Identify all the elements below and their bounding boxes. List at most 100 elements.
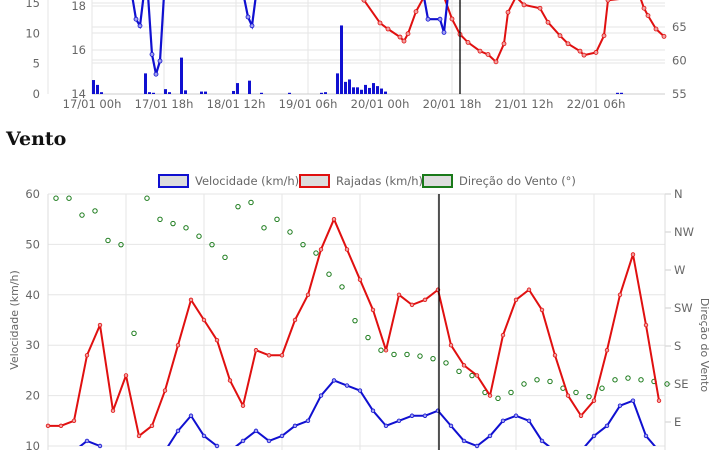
temperature-point	[437, 16, 443, 22]
precipitation-bar	[148, 92, 151, 94]
speed-point	[630, 398, 636, 403]
wind-direction-point	[66, 195, 72, 201]
y2-axis-tick: SE	[674, 377, 689, 391]
legend-item-gusts[interactable]: Rajadas (km/h)	[299, 174, 423, 188]
gusts-point	[331, 216, 337, 222]
gusts-point	[292, 317, 298, 323]
weather-chart: 17/01 00h 17/01 18h 18/01 12h 19/01 06h 20/0…	[25, 0, 687, 111]
gusts-point	[409, 302, 415, 308]
gusts-point	[552, 353, 558, 358]
wind-direction-point	[352, 317, 358, 324]
speed-point	[240, 438, 246, 444]
y-axis-tick: 10	[25, 439, 40, 450]
gusts-point	[604, 348, 610, 353]
wind-direction-point	[547, 378, 553, 385]
gusts-point	[526, 287, 532, 292]
precipitation-bar	[340, 25, 343, 94]
speed-point	[344, 383, 350, 388]
precipitation-bar	[360, 89, 363, 94]
temperature-line	[131, 0, 145, 30]
humidity-point	[605, 0, 611, 3]
speed-point	[617, 403, 623, 408]
humidity-point	[505, 9, 511, 15]
x-tick-label: 21/01 12h	[495, 97, 554, 111]
y-axis-title: Velocidade (km/h)	[8, 270, 21, 370]
right-axis-tick: 65	[672, 20, 687, 34]
wind-direction-point	[183, 225, 189, 231]
speed-point	[461, 438, 467, 444]
gusts-point	[149, 423, 155, 429]
gusts-point	[357, 277, 363, 282]
gusts-point	[656, 398, 662, 403]
temperature-point	[153, 71, 159, 77]
humidity-point	[465, 40, 471, 45]
temperature-point	[149, 52, 155, 57]
x-tick-label: 20/01 00h	[351, 97, 410, 111]
wind-direction-point	[417, 353, 423, 359]
gusts-point	[266, 353, 272, 358]
wind-direction-point	[53, 195, 59, 201]
precipitation-bar	[236, 83, 239, 94]
humidity-point	[653, 26, 659, 32]
humidity-point	[413, 9, 419, 14]
speed-line	[78, 379, 656, 446]
speed-point	[175, 428, 181, 434]
legend-item-speed[interactable]: Velocidade (km/h)	[158, 174, 299, 188]
gusts-point	[643, 322, 649, 328]
wind-direction-point	[144, 195, 150, 201]
humidity-point	[501, 41, 507, 47]
gusts-point	[539, 307, 545, 313]
temperature-point	[425, 16, 431, 22]
y2-axis-tick: SW	[674, 301, 693, 315]
wind-direction-point	[612, 377, 618, 383]
gusts-point	[383, 348, 389, 353]
wind-direction-point	[599, 385, 605, 391]
speed-point	[97, 443, 103, 449]
gusts-point	[175, 343, 181, 348]
y-axis-tick: 60	[25, 187, 40, 201]
precipitation-bar	[168, 92, 171, 94]
precipitation-bar	[200, 91, 203, 94]
y2-axis-tick: W	[674, 263, 685, 277]
speed-point	[331, 378, 337, 383]
left-axis-tick: 15	[25, 0, 40, 10]
gusts-point	[487, 393, 493, 398]
wind-direction-point	[222, 254, 228, 261]
humidity-point	[449, 16, 455, 22]
speed-point	[500, 418, 506, 423]
humidity-point	[581, 52, 587, 58]
wind-direction-point	[105, 237, 111, 244]
speed-point	[383, 423, 389, 429]
temperature-point	[441, 30, 447, 35]
wind-direction-point	[456, 368, 462, 375]
gusts-point	[58, 423, 64, 429]
temperature-point	[133, 16, 139, 22]
y-axis-tick: 40	[25, 288, 40, 302]
left-axis-tick: 5	[33, 57, 40, 71]
gusts-point	[500, 332, 506, 338]
wind-direction-point	[625, 375, 631, 381]
precipitation-bar	[616, 92, 619, 94]
legend-swatch-gusts	[299, 174, 330, 188]
middle-axis-tick: 14	[71, 87, 86, 101]
precipitation-bar	[620, 92, 623, 94]
humidity-point	[577, 48, 583, 54]
y2-axis-tick: NW	[674, 225, 694, 239]
wind-direction-point	[313, 250, 319, 256]
wind-direction-point	[209, 241, 215, 248]
gusts-point	[279, 353, 285, 358]
wind-direction-point	[274, 216, 280, 223]
temperature-point	[157, 58, 163, 64]
x-tick-label: 20/01 18h	[423, 97, 482, 111]
speed-point	[84, 438, 90, 444]
y2-axis-tick: N	[674, 187, 683, 201]
legend-item-direction[interactable]: Direção do Vento (°)	[422, 174, 576, 188]
humidity-point	[545, 19, 551, 25]
y2-axis-title: Direção do Vento	[698, 298, 711, 393]
humidity-point	[485, 52, 491, 57]
gusts-point	[136, 433, 142, 439]
precipitation-bar	[380, 88, 383, 94]
gusts-point	[214, 337, 220, 343]
gusts-point	[396, 292, 402, 297]
humidity-point	[521, 2, 527, 8]
